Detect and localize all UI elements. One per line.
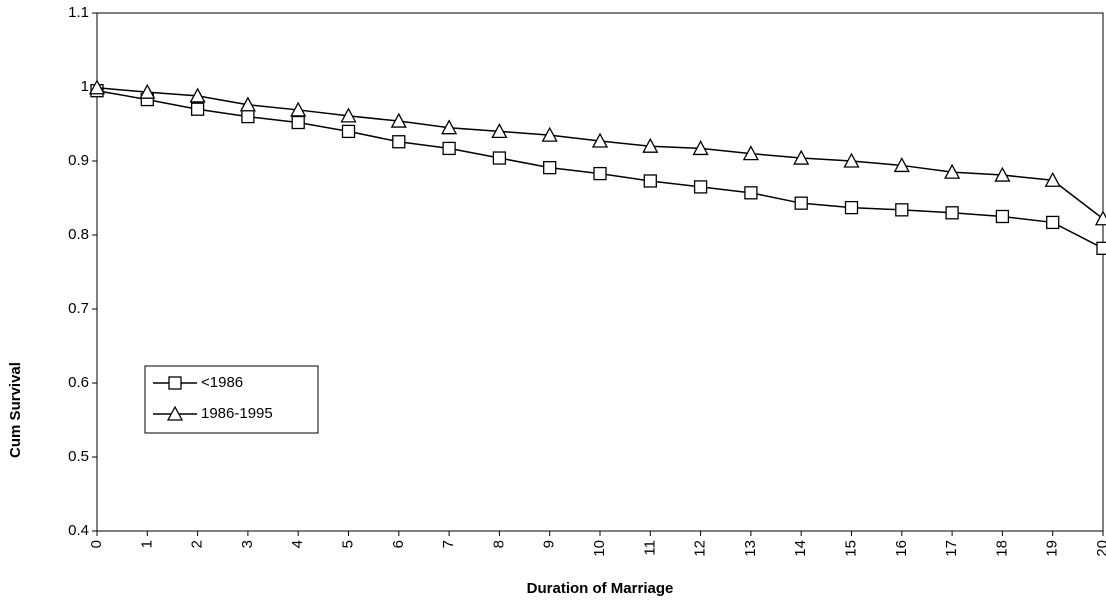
y-axis-label: Cum Survival bbox=[7, 362, 24, 458]
marker bbox=[241, 109, 255, 124]
marker bbox=[189, 87, 206, 103]
marker bbox=[945, 206, 959, 220]
marker bbox=[492, 151, 507, 165]
marker bbox=[893, 157, 910, 173]
x-tick-label: 19 bbox=[1044, 540, 1061, 557]
x-tick-label: 2 bbox=[189, 540, 206, 548]
x-tick-label: 6 bbox=[390, 540, 407, 548]
marker bbox=[693, 180, 708, 194]
x-tick-label: 0 bbox=[88, 540, 105, 548]
y-tick-label: 1 bbox=[81, 78, 89, 95]
marker bbox=[591, 132, 609, 148]
marker bbox=[543, 161, 557, 175]
marker bbox=[944, 163, 961, 179]
marker bbox=[392, 135, 406, 149]
marker bbox=[593, 166, 607, 181]
marker bbox=[139, 83, 156, 99]
marker bbox=[168, 376, 182, 390]
x-tick-label: 12 bbox=[692, 540, 709, 557]
y-tick-label: 0.8 bbox=[68, 226, 89, 243]
x-tick-label: 11 bbox=[641, 540, 658, 556]
marker bbox=[643, 174, 657, 188]
marker bbox=[390, 112, 407, 128]
marker bbox=[1044, 171, 1061, 187]
marker bbox=[441, 119, 458, 135]
marker bbox=[166, 405, 184, 421]
marker bbox=[442, 141, 456, 156]
x-tick-label: 17 bbox=[943, 540, 960, 557]
marker bbox=[742, 145, 759, 161]
marker bbox=[744, 186, 758, 200]
legend: <1986 1986-1995 bbox=[144, 365, 319, 434]
marker bbox=[239, 96, 256, 112]
x-tick-label: 13 bbox=[742, 540, 759, 557]
legend-label: 1986-1995 bbox=[201, 405, 273, 422]
marker bbox=[340, 107, 357, 123]
x-tick-label: 1 bbox=[138, 540, 155, 548]
marker bbox=[290, 101, 307, 117]
marker bbox=[291, 115, 305, 130]
marker bbox=[88, 79, 106, 95]
marker bbox=[895, 203, 909, 217]
plot-area bbox=[96, 12, 1104, 532]
marker bbox=[692, 140, 709, 156]
marker bbox=[793, 149, 810, 165]
legend-label: <1986 bbox=[201, 374, 243, 391]
x-axis-label: Duration of Marriage bbox=[527, 580, 674, 597]
marker bbox=[1094, 210, 1106, 226]
marker bbox=[995, 209, 1010, 224]
x-tick-label: 8 bbox=[490, 540, 507, 548]
y-tick-label: 0.9 bbox=[68, 152, 89, 169]
marker bbox=[642, 137, 659, 153]
marker bbox=[1096, 241, 1106, 255]
x-tick-label: 20 bbox=[1094, 540, 1106, 557]
marker bbox=[994, 166, 1011, 182]
x-tick-label: 5 bbox=[339, 540, 356, 548]
x-tick-label: 9 bbox=[541, 540, 558, 548]
y-tick-label: 0.7 bbox=[68, 300, 89, 317]
x-tick-label: 4 bbox=[289, 540, 306, 548]
marker bbox=[341, 124, 356, 139]
x-tick-label: 14 bbox=[792, 540, 809, 557]
y-tick-label: 0.4 bbox=[68, 522, 89, 539]
x-tick-label: 18 bbox=[993, 540, 1010, 557]
x-tick-label: 7 bbox=[440, 540, 457, 548]
y-tick-label: 1.1 bbox=[68, 4, 89, 21]
marker bbox=[843, 152, 860, 168]
marker bbox=[844, 200, 859, 215]
marker bbox=[541, 126, 558, 142]
marker bbox=[794, 196, 808, 210]
x-tick-label: 10 bbox=[591, 540, 608, 557]
x-tick-label: 15 bbox=[842, 540, 859, 557]
x-tick-label: 16 bbox=[893, 540, 910, 557]
marker bbox=[491, 123, 508, 139]
marker bbox=[1046, 215, 1060, 230]
marker bbox=[190, 102, 205, 116]
y-tick-label: 0.5 bbox=[68, 448, 89, 465]
y-tick-label: 0.6 bbox=[68, 374, 89, 391]
x-tick-label: 3 bbox=[239, 540, 256, 548]
